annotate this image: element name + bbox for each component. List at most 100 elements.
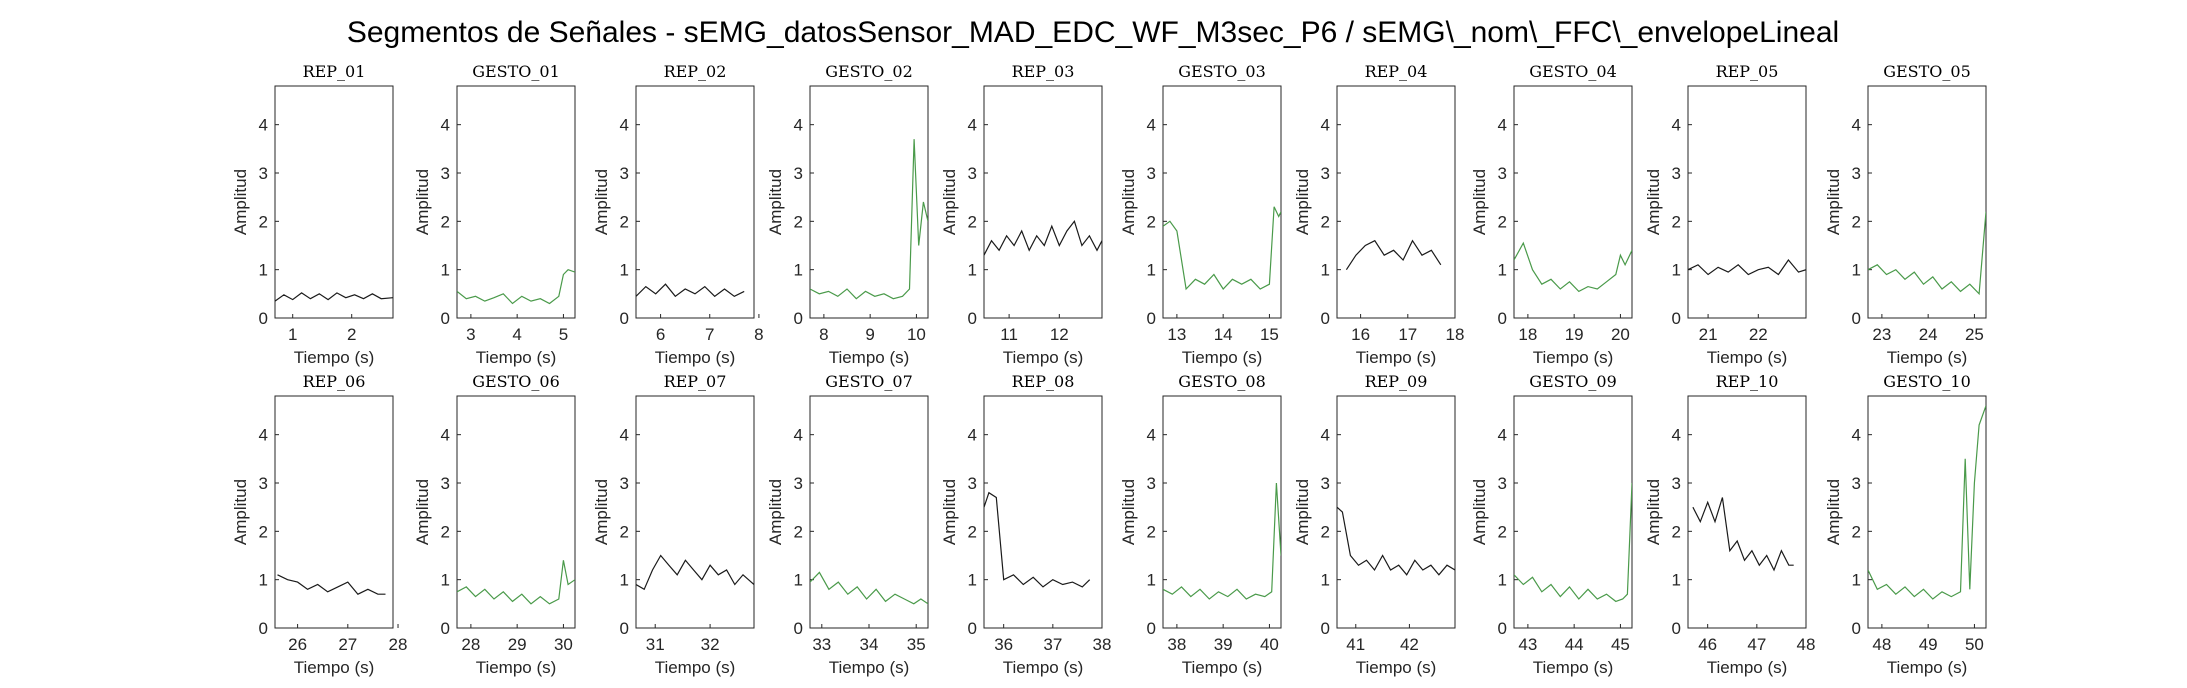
x-tick-label: 21: [1699, 325, 1718, 344]
x-tick-label: 5: [559, 325, 568, 344]
y-tick-label: 0: [1852, 619, 1861, 638]
y-tick-label: 3: [794, 164, 803, 183]
x-tick-label: 18: [1446, 325, 1465, 344]
series-line: [1688, 259, 1806, 276]
subplot-rep-01: 0 1 2 3 4 1 2 REP_01 Tiempo (s) Amplitud: [231, 62, 394, 367]
y-tick-label: 2: [1498, 522, 1507, 541]
y-tick-label: 2: [1672, 522, 1681, 541]
series-line: [1337, 506, 1455, 576]
x-tick-label: 41: [1346, 635, 1365, 654]
y-tick-label: 4: [968, 116, 977, 135]
axes-frame: [1162, 395, 1282, 629]
y-tick-label: 1: [1498, 261, 1507, 280]
y-tick-label: 4: [441, 116, 450, 135]
x-tick-label: 19: [1565, 325, 1584, 344]
y-tick-label: 2: [1672, 212, 1681, 231]
y-tick-label: 4: [1672, 116, 1681, 135]
x-tick-label: 30: [554, 635, 573, 654]
y-tick-label: 4: [794, 426, 803, 445]
subplot-gesto-09: 0 1 2 3 4 43 44 45 GESTO_09 Tiempo (s) Amplitud: [1470, 372, 1633, 677]
y-tick-label: 0: [441, 309, 450, 328]
y-tick-label: 2: [1147, 522, 1156, 541]
subplot-rep-10: 0 1 2 3 4 46 47 48 REP_10 Tiempo (s) Amplitud: [1644, 372, 1815, 677]
y-tick-label: 0: [1498, 619, 1507, 638]
series-line: [457, 560, 575, 605]
y-tick-label: 4: [1672, 426, 1681, 445]
subplot-title: GESTO_10: [1883, 372, 1971, 391]
x-axis-label: Tiempo (s): [829, 658, 910, 677]
x-tick-label: 45: [1611, 635, 1630, 654]
x-tick-label: 38: [1167, 635, 1186, 654]
subplot-title: REP_05: [1716, 62, 1779, 81]
y-tick-label: 1: [259, 261, 268, 280]
subplot-title: REP_07: [664, 372, 727, 391]
y-tick-label: 3: [620, 164, 629, 183]
x-axis-label: Tiempo (s): [1356, 658, 1437, 677]
x-axis-label: Tiempo (s): [294, 348, 375, 367]
y-tick-label: 2: [1852, 522, 1861, 541]
x-tick-label: 11: [1000, 325, 1018, 344]
x-tick-label: 13: [1167, 325, 1186, 344]
x-axis-label: Tiempo (s): [1533, 348, 1614, 367]
subplot-gesto-02: 0 1 2 3 4 8 9 10 GESTO_02 Tiempo (s) Amplitud: [766, 62, 929, 367]
y-axis-label: Amplitud: [413, 169, 432, 235]
x-tick-label: 33: [812, 635, 831, 654]
x-tick-label: 9: [865, 325, 874, 344]
y-tick-label: 2: [620, 212, 629, 231]
x-tick-label: 26: [288, 635, 307, 654]
y-tick-label: 0: [1672, 309, 1681, 328]
series-line: [636, 283, 745, 298]
y-tick-label: 4: [259, 426, 268, 445]
y-tick-label: 2: [1321, 212, 1330, 231]
y-axis-label: Amplitud: [1644, 169, 1663, 235]
y-tick-label: 4: [441, 426, 450, 445]
y-tick-label: 3: [794, 474, 803, 493]
y-tick-label: 3: [1672, 474, 1681, 493]
y-tick-label: 2: [1852, 212, 1861, 231]
y-tick-label: 4: [1498, 426, 1507, 445]
x-tick-label: 40: [1260, 635, 1279, 654]
x-tick-label: 18: [1518, 325, 1537, 344]
axes-frame: [983, 85, 1103, 319]
x-tick-label: 46: [1698, 635, 1717, 654]
x-tick-label: 35: [907, 635, 926, 654]
axes-frame: [1513, 85, 1633, 319]
y-axis-label: Amplitud: [1470, 479, 1489, 545]
x-tick-label: 49: [1919, 635, 1938, 654]
x-tick-label: 48: [1872, 635, 1891, 654]
subplot-title: GESTO_05: [1883, 62, 1971, 81]
y-tick-label: 3: [1147, 164, 1156, 183]
series-line: [636, 554, 754, 591]
y-tick-label: 2: [620, 522, 629, 541]
y-axis-label: Amplitud: [1470, 169, 1489, 235]
series-line: [1514, 241, 1632, 293]
axes-frame: [456, 85, 576, 319]
x-axis-label: Tiempo (s): [1003, 348, 1084, 367]
subplot-rep-09: 0 1 2 3 4 41 42 REP_09 Tiempo (s) Amplitud: [1293, 372, 1456, 677]
y-tick-label: 3: [620, 474, 629, 493]
y-axis-label: Amplitud: [592, 169, 611, 235]
y-tick-label: 0: [968, 309, 977, 328]
y-tick-label: 0: [1321, 619, 1330, 638]
x-tick-label: 24: [1919, 325, 1938, 344]
y-tick-label: 4: [1498, 116, 1507, 135]
series-line: [1692, 497, 1794, 572]
series-line: [984, 220, 1102, 256]
y-tick-label: 2: [1147, 212, 1156, 231]
x-tick-label: 28: [461, 635, 480, 654]
y-tick-label: 1: [1852, 261, 1861, 280]
axes-frame: [456, 395, 576, 629]
x-tick-label: 23: [1872, 325, 1891, 344]
y-tick-label: 1: [441, 261, 450, 280]
axes-frame: [1513, 395, 1633, 629]
y-tick-label: 2: [794, 212, 803, 231]
subplot-title: REP_04: [1365, 62, 1428, 81]
x-tick-label: 39: [1214, 635, 1233, 654]
x-tick-label: 16: [1351, 325, 1370, 344]
series-line: [810, 139, 928, 300]
y-tick-label: 1: [968, 571, 977, 590]
